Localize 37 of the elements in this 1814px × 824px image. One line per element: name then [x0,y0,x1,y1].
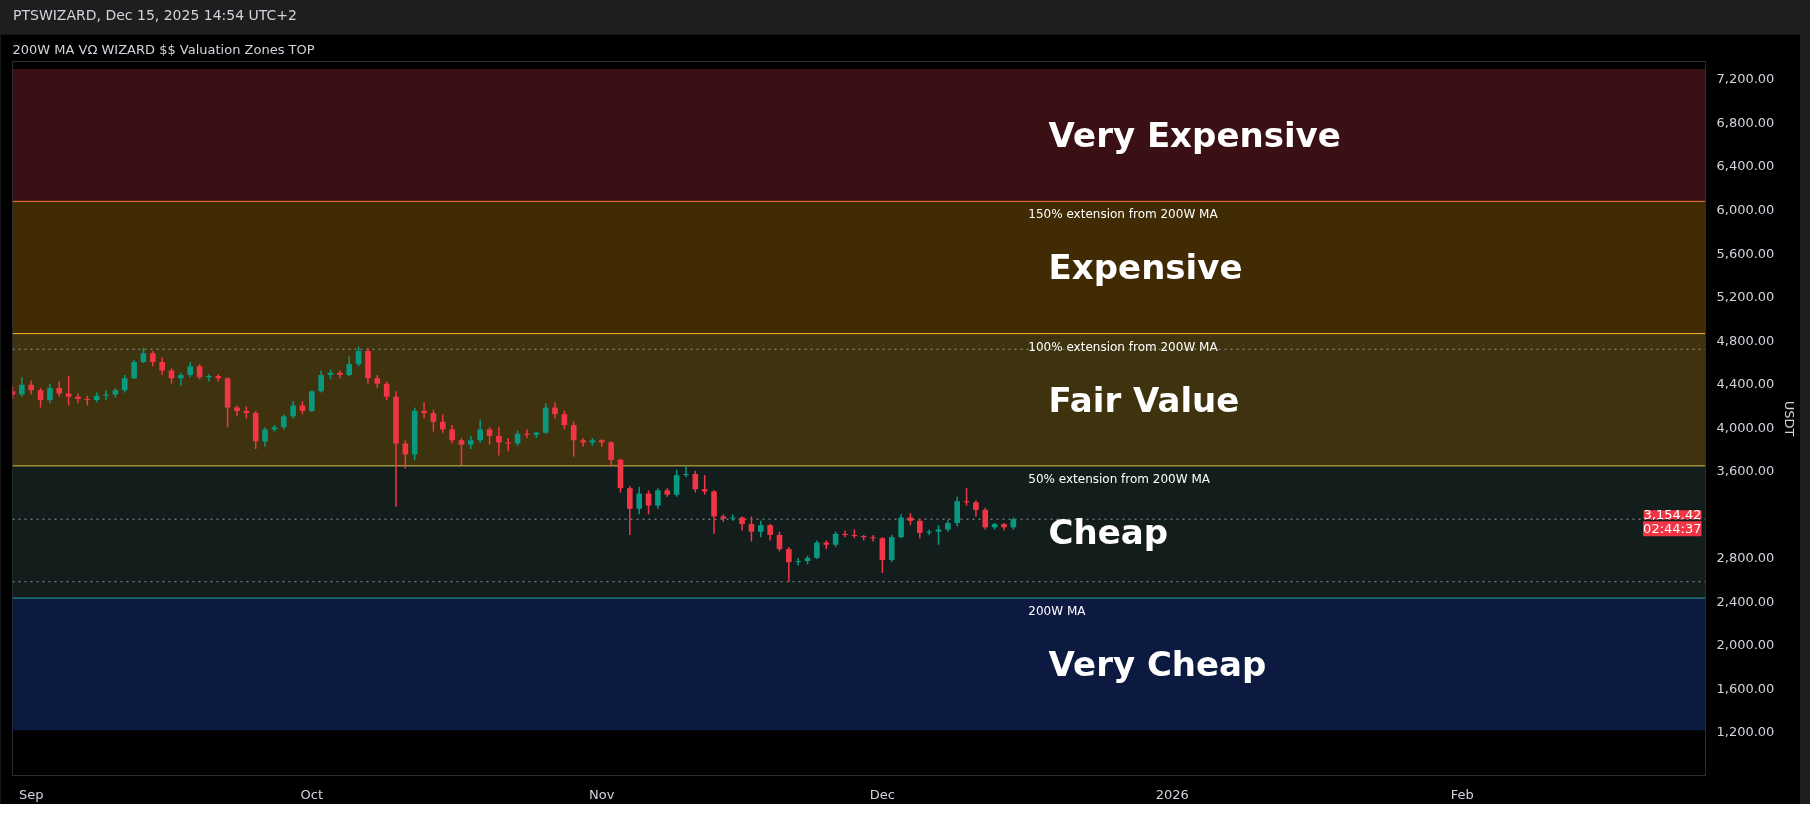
y-tick-label: 4,400.00 [1716,376,1775,392]
x-tick-label: Sep [18,786,44,802]
x-tick-label: 2026 [1155,786,1189,802]
chart-title: 200W MA VΩ WIZARD $$ Valuation Zones TOP [12,41,315,57]
band-label: Very Expensive [1048,115,1341,156]
x-tick-label: Dec [869,786,895,802]
x-tick-label: Oct [300,786,324,802]
x-tick-label: Nov [589,786,615,802]
band-label: Very Cheap [1048,644,1267,685]
y-tick-label: 4,800.00 [1716,332,1775,348]
band-label: Expensive [1048,247,1243,288]
ref-line-label: 100% extension from 200W MA [1028,339,1219,354]
y-tick-label: 2,800.00 [1716,550,1775,566]
x-tick-label: Feb [1450,786,1474,802]
y-tick-label: 6,400.00 [1716,158,1775,174]
y-tick-label: 4,000.00 [1716,419,1775,435]
band-label: Fair Value [1048,379,1240,420]
band-label: Cheap [1048,511,1169,552]
y-tick-label: 5,600.00 [1716,245,1775,261]
y-tick-label: 5,200.00 [1716,289,1775,305]
y-tick-label: 1,200.00 [1716,724,1775,740]
y-axis-title: USDT [1782,400,1798,437]
y-tick-label: 6,000.00 [1716,202,1775,218]
y-tick-label: 7,200.00 [1716,71,1775,87]
ref-line-label: 200W MA [1028,604,1087,619]
annotation: 02:44:37 [1643,521,1702,537]
candlestick [888,534,895,563]
candlestick [505,437,512,452]
y-tick-label: 1,600.00 [1716,680,1775,696]
chart-subtitle: PTSWIZARD, Dec 15, 2025 14:54 UTC+2 [13,6,297,25]
y-tick-label: 6,800.00 [1716,114,1775,130]
ref-line-label: 3,154.42 [1643,507,1702,523]
y-tick-label: 2,400.00 [1716,593,1775,609]
y-tick-label: 2,000.00 [1716,637,1775,653]
ref-line-label: 150% extension from 200W MA [1028,207,1219,222]
y-tick-label: 3,600.00 [1716,463,1775,479]
ref-line-label: 50% extension from 200W MA [1028,471,1211,486]
